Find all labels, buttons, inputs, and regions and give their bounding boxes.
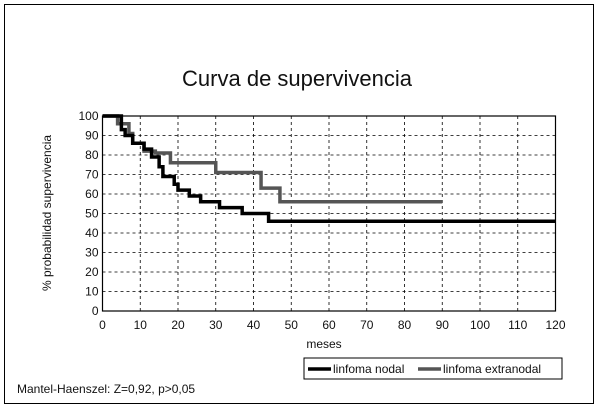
y-tick-label: 90 [85, 129, 99, 143]
statistical-test-note: Mantel-Haenszel: Z=0,92, p>0,05 [17, 382, 195, 396]
y-tick-label: 10 [85, 285, 99, 299]
x-tick-label: 0 [99, 318, 106, 332]
series-lines [102, 114, 556, 224]
series-line-linfoma-nodal [102, 114, 556, 224]
x-tick-label: 20 [171, 318, 185, 332]
x-tick-label: 50 [285, 318, 299, 332]
legend-label-linfoma-nodal: linfoma nodal [333, 362, 404, 376]
x-tick-label: 30 [209, 318, 223, 332]
legend: linfoma nodal linfoma extranodal [303, 357, 563, 380]
y-tick-label: 0 [92, 304, 99, 318]
y-tick-label: 80 [85, 148, 99, 162]
x-tick-labels: 0 10 20 30 40 50 60 70 80 90 100 110 120 [99, 318, 566, 332]
x-tick-label: 40 [247, 318, 261, 332]
y-tick-label: 40 [85, 226, 99, 240]
chart-frame: Curva de supervivencia 0 10 20 30 40 50 60 70 80… [4, 4, 594, 404]
x-tick-label: 10 [134, 318, 148, 332]
legend-label-linfoma-extranodal: linfoma extranodal [443, 362, 541, 376]
survival-chart: Curva de supervivencia 0 10 20 30 40 50 60 70 80… [17, 66, 566, 396]
y-tick-label: 60 [85, 187, 99, 201]
grid-lines [102, 116, 556, 311]
x-tick-label: 100 [470, 318, 490, 332]
x-tick-label: 110 [508, 318, 527, 332]
y-tick-label: 70 [85, 168, 99, 182]
x-axis-label: meses [306, 337, 341, 351]
y-tick-label: 20 [85, 265, 99, 279]
chart-title: Curva de supervivencia [182, 66, 413, 91]
series-line-linfoma-extranodal [102, 114, 443, 204]
y-tick-label: 100 [78, 109, 98, 123]
x-tick-label: 80 [398, 318, 412, 332]
y-axis-label: % probabilidad supervivencia [40, 135, 54, 291]
x-tick-label: 90 [436, 318, 450, 332]
y-tick-label: 50 [85, 207, 99, 221]
y-tick-label: 30 [85, 246, 99, 260]
x-tick-label: 60 [322, 318, 336, 332]
x-tick-label: 70 [360, 318, 374, 332]
y-tick-labels: 0 10 20 30 40 50 60 70 80 90 100 [78, 109, 98, 318]
x-tick-label: 120 [545, 318, 565, 332]
